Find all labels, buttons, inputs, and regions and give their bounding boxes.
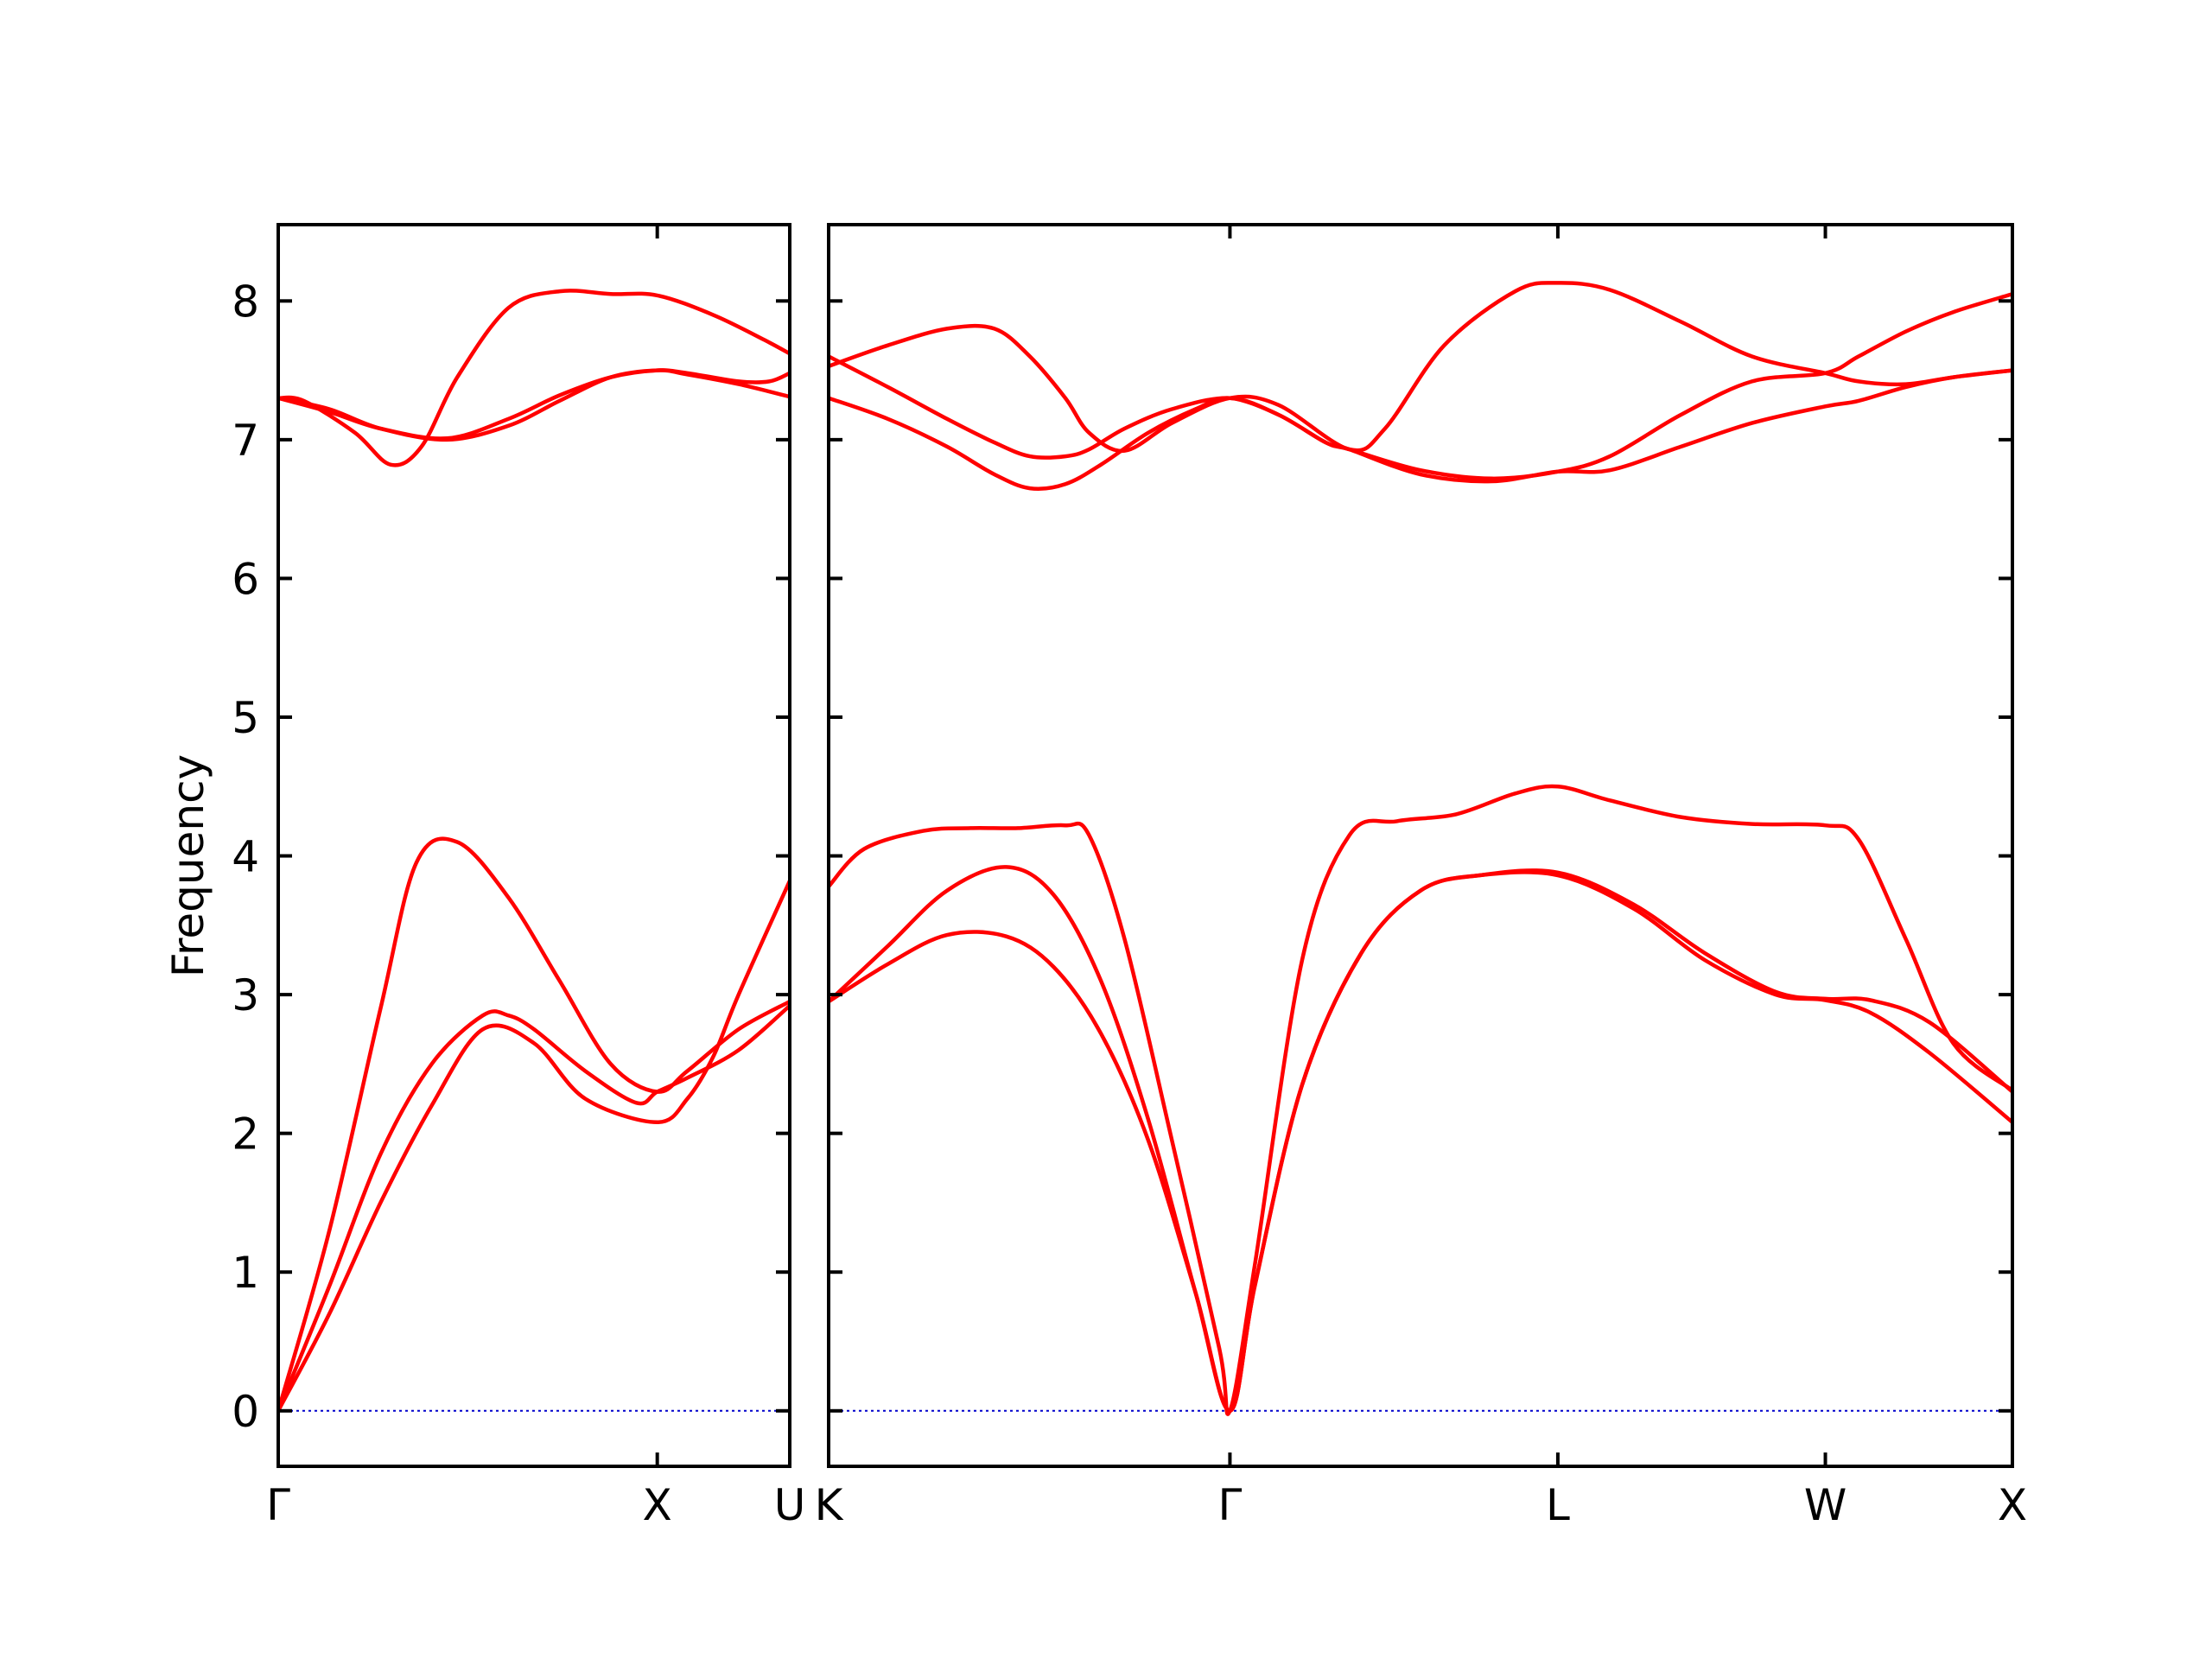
y-tick-label: 2 — [232, 1109, 259, 1160]
x-tick-label: Γ — [1218, 1480, 1243, 1530]
x-tick-label: L — [1546, 1480, 1570, 1530]
y-tick-label: 7 — [232, 416, 259, 466]
plot-frame — [827, 223, 2014, 1468]
y-tick-label: 6 — [232, 554, 259, 604]
x-tick-label: W — [1804, 1480, 1847, 1530]
bands-group — [829, 281, 2012, 1416]
x-tick-label: U — [774, 1480, 806, 1530]
bands-group — [278, 289, 790, 1414]
y-tick-label: 3 — [232, 970, 259, 1020]
band-line-2 — [829, 865, 2012, 1414]
y-axis-label: Frequency — [163, 754, 213, 977]
band-line-1 — [278, 836, 790, 1414]
y-tick-label: 1 — [232, 1248, 259, 1298]
x-tick-label: X — [643, 1480, 672, 1530]
band-line-6 — [278, 368, 790, 442]
band-line-4 — [278, 289, 790, 467]
y-tick-label: 5 — [232, 693, 259, 743]
panel-1: 0 1 2 3 4 5 6 7 8 Γ X U — [232, 223, 806, 1530]
band-line-2 — [278, 1003, 790, 1414]
band-line-1 — [829, 784, 2012, 1416]
y-tick-label: 8 — [232, 276, 259, 327]
x-tick-label: K — [815, 1480, 844, 1530]
x-tick-label: Γ — [266, 1480, 290, 1530]
y-tick-label: 4 — [232, 832, 259, 882]
band-line-4 — [829, 281, 2012, 454]
plot-panels: 0 1 2 3 4 5 6 7 8 Γ X U K Γ L W X — [232, 223, 2027, 1530]
plot-frame — [276, 223, 791, 1468]
band-line-3 — [829, 870, 2012, 1414]
band-line-5 — [829, 292, 2012, 481]
band-line-6 — [829, 368, 2012, 491]
y-tick-label: 0 — [232, 1387, 259, 1437]
x-tick-label: X — [1998, 1480, 2027, 1530]
band-line-3 — [278, 879, 790, 1414]
